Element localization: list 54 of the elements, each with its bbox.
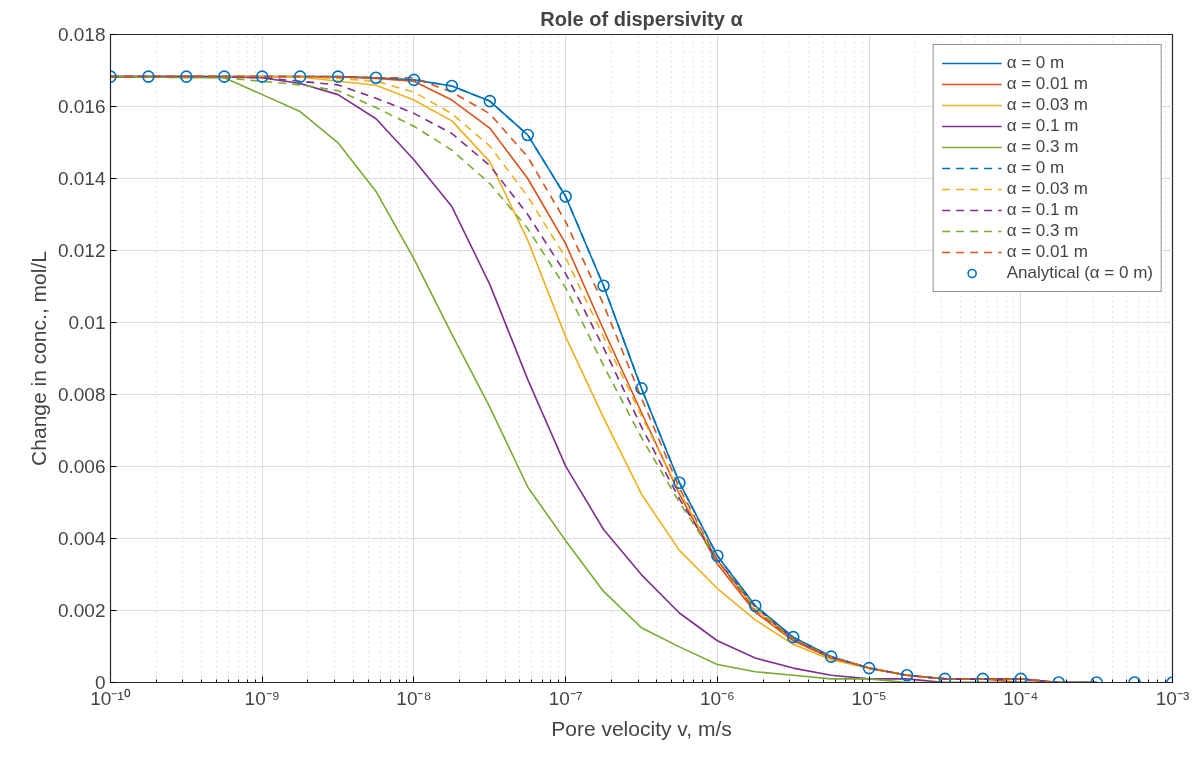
y-tick-label: 0.016 [57, 96, 106, 117]
x-tick-label: 10⁻⁷ [548, 687, 583, 709]
x-tick-label: 10⁻⁶ [699, 687, 735, 709]
y-tick-label: 0.012 [57, 240, 106, 261]
y-tick-label: 0.01 [68, 312, 106, 333]
point [673, 476, 686, 489]
legend-label: α = 0.1 m [1006, 200, 1079, 220]
point [1014, 672, 1028, 683]
y-tick-label: 0.006 [57, 456, 106, 477]
point [521, 128, 535, 142]
point [483, 94, 497, 108]
legend-label: α = 0.3 m [1006, 221, 1079, 241]
y-axis-title: Change in conc., mol/L [26, 251, 50, 466]
point [217, 70, 231, 83]
point [711, 549, 724, 563]
y-tick-label: 0.018 [57, 24, 106, 45]
point [938, 672, 952, 683]
chart-title: Role of dispersivity α [540, 7, 744, 30]
legend-label: α = 0.3 m [1006, 137, 1079, 157]
legend-label: α = 0.03 m [1006, 95, 1088, 115]
y-tick-label: 0.004 [57, 528, 106, 549]
legend-label: α = 0.01 m [1006, 242, 1088, 262]
point [445, 79, 459, 93]
point [180, 70, 193, 83]
x-tick-label: 10⁻³ [1155, 687, 1190, 709]
point [331, 70, 345, 83]
legend-label: α = 0.01 m [1006, 74, 1088, 94]
legend-label: α = 0 m [1006, 53, 1065, 73]
legend-label: α = 0.1 m [1006, 116, 1079, 136]
point [786, 630, 800, 644]
x-tick-label: 10⁻⁸ [396, 687, 432, 709]
legend-label: α = 0.03 m [1006, 179, 1088, 199]
y-tick-label: 0.002 [57, 600, 106, 621]
point [900, 669, 914, 682]
y-tick-label: 0.014 [57, 168, 106, 189]
x-tick-label: 10⁻⁹ [244, 687, 280, 709]
x-tick-label: 10⁻⁴ [1003, 687, 1039, 709]
point [293, 70, 307, 83]
point [824, 650, 838, 663]
legend-label: α = 0 m [1006, 158, 1065, 178]
point [559, 190, 572, 203]
point [142, 70, 155, 83]
x-axis-title: Pore velocity v, m/s [551, 716, 732, 740]
legend-label: Analytical (α = 0 m) [1006, 263, 1153, 283]
point [635, 382, 648, 395]
point [597, 279, 610, 293]
point [862, 661, 876, 675]
point [748, 599, 762, 613]
x-tick-label: 10⁻⁵ [851, 687, 887, 709]
y-tick-label: 0.008 [57, 384, 106, 405]
point [976, 672, 990, 683]
point [255, 70, 269, 83]
point [407, 73, 421, 87]
point [369, 71, 383, 84]
